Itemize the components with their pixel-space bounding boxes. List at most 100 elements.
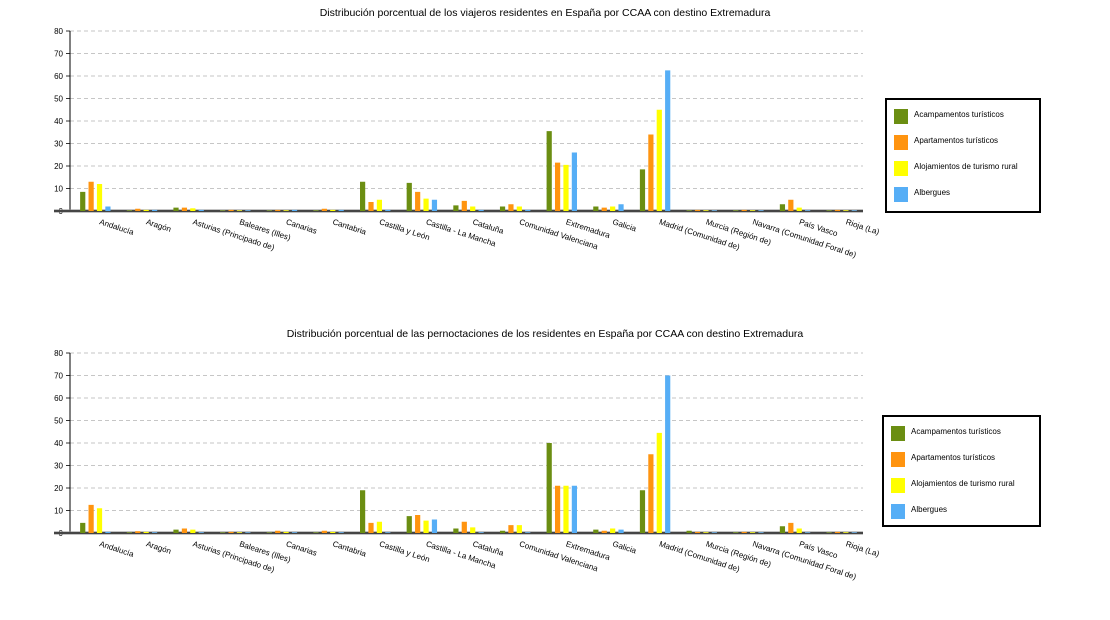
bar — [805, 532, 811, 533]
y-tick-label: 80 — [54, 27, 63, 36]
bar — [525, 532, 531, 533]
bar — [198, 532, 204, 533]
bar — [733, 532, 739, 533]
bar — [741, 531, 747, 533]
bar — [554, 485, 561, 533]
x-tick-label: Rioja (La) — [845, 539, 881, 558]
bar — [788, 199, 794, 211]
bar — [143, 531, 149, 533]
bar — [173, 529, 179, 533]
bar — [516, 525, 522, 533]
bar — [834, 531, 841, 533]
bar — [694, 209, 701, 211]
x-tick-label: Andalucía — [98, 539, 135, 559]
bar — [431, 519, 438, 533]
bar — [313, 532, 319, 533]
bar — [368, 202, 374, 211]
bar — [758, 210, 764, 211]
bar — [508, 525, 514, 533]
x-tick-label: Comunidad Valenciana — [518, 539, 599, 573]
legend-swatch — [891, 426, 905, 441]
legend-label: Alojamientos de turismo rural — [914, 162, 1018, 171]
bar — [151, 209, 158, 211]
bar — [236, 210, 243, 211]
bar — [546, 131, 552, 211]
y-tick-label: 20 — [54, 484, 63, 493]
bar — [283, 210, 289, 211]
bar — [525, 209, 531, 211]
y-tick-label: 70 — [54, 372, 63, 381]
bar — [656, 432, 662, 533]
bar — [788, 522, 794, 533]
x-tick-label: Andalucía — [98, 217, 135, 237]
x-tick-label: Madrid (Comunidad de) — [658, 217, 741, 252]
bar — [478, 532, 484, 533]
bar — [749, 532, 756, 533]
bar — [198, 209, 204, 211]
bar — [275, 530, 281, 533]
bar — [593, 529, 599, 533]
bar — [843, 210, 849, 211]
bar — [639, 490, 646, 533]
bar — [639, 169, 646, 211]
bar — [431, 199, 438, 211]
chart-pernoctaciones-svg: Distribución porcentual de las pernoctac… — [54, 328, 1041, 582]
bar — [228, 209, 234, 211]
y-tick-label: 30 — [54, 462, 63, 471]
x-tick-label: Cantabria — [332, 217, 368, 236]
legend-swatch — [894, 135, 908, 150]
bar — [741, 209, 747, 211]
bar — [228, 531, 234, 533]
y-tick-label: 10 — [54, 507, 63, 516]
bar — [236, 532, 243, 533]
bar — [665, 375, 671, 533]
bar — [843, 532, 849, 533]
bar — [266, 532, 272, 533]
bar — [610, 528, 616, 533]
legend-swatch — [891, 452, 905, 467]
bar — [703, 532, 709, 533]
bar — [796, 528, 802, 533]
bar — [135, 208, 141, 211]
bar — [796, 207, 802, 211]
legend-swatch — [891, 478, 905, 493]
bar — [135, 531, 141, 533]
legend-label: Alojamientos de turismo rural — [911, 479, 1015, 488]
bar — [151, 532, 158, 533]
bar — [546, 443, 552, 533]
bar — [618, 529, 624, 533]
bar — [610, 206, 616, 211]
bar — [779, 204, 786, 211]
bar — [406, 516, 412, 533]
bar — [423, 520, 429, 533]
bar — [173, 207, 179, 211]
bar — [686, 530, 692, 533]
bar — [758, 532, 764, 533]
bar — [245, 532, 251, 533]
chart-viajeros: Distribución porcentual de los viajeros … — [0, 0, 1110, 300]
legend-label: Albergues — [914, 188, 950, 197]
bar — [220, 532, 226, 533]
bar — [453, 528, 459, 533]
bar — [834, 209, 841, 211]
bar — [508, 204, 514, 211]
bar — [330, 209, 336, 211]
chart-title: Distribución porcentual de las pernoctac… — [287, 328, 804, 340]
y-tick-label: 50 — [54, 417, 63, 426]
bar — [181, 207, 188, 211]
bar — [703, 210, 709, 211]
bar — [266, 210, 272, 211]
legend-label: Apartamentos turísticos — [911, 453, 995, 462]
bar — [88, 504, 94, 533]
legend-label: Acampamentos turísticos — [914, 110, 1004, 119]
x-tick-label: Comunidad Valenciana — [518, 217, 599, 251]
x-tick-label: Castilla y León — [378, 539, 431, 564]
x-tick-label: Aragón — [145, 217, 172, 234]
bar — [96, 508, 103, 533]
x-tick-label: Aragón — [145, 539, 172, 556]
x-tick-label: Galicia — [611, 217, 638, 233]
bar — [338, 532, 344, 533]
bar — [245, 210, 251, 211]
x-tick-label: Asturias (Principado de) — [192, 217, 276, 252]
legend-label: Acampamentos turísticos — [911, 427, 1001, 436]
